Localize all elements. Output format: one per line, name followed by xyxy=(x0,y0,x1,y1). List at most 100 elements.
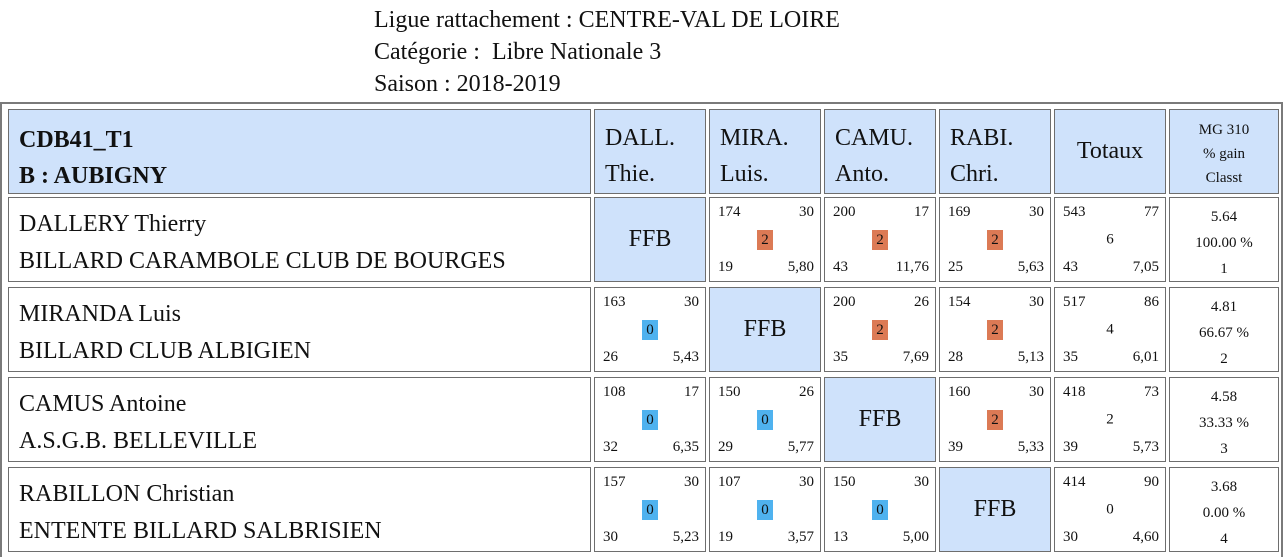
match-points: 150 xyxy=(718,384,741,400)
match-cell: 174 30 2 19 5,80 xyxy=(709,197,821,282)
rank-label: Classt xyxy=(1205,170,1243,186)
gain-value: 0.00 % xyxy=(1202,505,1246,521)
match-points: 160 xyxy=(948,384,971,400)
totals-cell: 414 90 0 30 4,60 xyxy=(1054,467,1166,552)
match-result-badge: 0 xyxy=(757,409,773,430)
match-distance: 17 xyxy=(914,204,929,220)
player-club: BILLARD CLUB ALBIGIEN xyxy=(19,338,311,364)
total-reprises: 43 xyxy=(1063,259,1078,275)
player-name: MIRANDA Luis xyxy=(19,301,182,327)
match-points: 200 xyxy=(833,294,856,310)
match-cell: 200 17 2 43 11,76 xyxy=(824,197,936,282)
player-name: CAMUS Antoine xyxy=(19,391,187,417)
category-title: Catégorie : Libre Nationale 3 xyxy=(374,39,662,65)
totals-cell: 517 86 4 35 6,01 xyxy=(1054,287,1166,372)
stats-cell: 3.68 0.00 % 4 xyxy=(1169,467,1279,552)
match-cell: 150 30 0 13 5,00 xyxy=(824,467,936,552)
total-points: 517 xyxy=(1063,294,1086,310)
match-reprises: 28 xyxy=(948,349,963,365)
mg-value: 4.81 xyxy=(1210,299,1238,315)
match-average: 5,23 xyxy=(672,529,699,545)
player-club: ENTENTE BILLARD SALBRISIEN xyxy=(19,518,382,544)
column-header-totaux: Totaux xyxy=(1054,109,1166,194)
match-cell: 163 30 0 26 5,43 xyxy=(594,287,706,372)
match-reprises: 29 xyxy=(718,439,733,455)
match-reprises: 35 xyxy=(833,349,848,365)
match-cell: 108 17 0 32 6,35 xyxy=(594,377,706,462)
match-average: 5,33 xyxy=(1017,439,1044,455)
match-average: 5,00 xyxy=(902,529,929,545)
totals-cell: 543 77 6 43 7,05 xyxy=(1054,197,1166,282)
match-average: 5,13 xyxy=(1017,349,1044,365)
match-distance: 26 xyxy=(914,294,929,310)
total-match-points: 0 xyxy=(1106,501,1114,517)
gain-value: 100.00 % xyxy=(1195,235,1253,251)
match-distance: 30 xyxy=(1029,384,1044,400)
match-result-badge: 0 xyxy=(642,499,658,520)
match-distance: 30 xyxy=(914,474,929,490)
team-name: B : AUBIGNY xyxy=(19,163,168,189)
total-points: 418 xyxy=(1063,384,1086,400)
best-serie: 77 xyxy=(1144,204,1159,220)
total-match-points: 4 xyxy=(1106,321,1114,337)
match-distance: 30 xyxy=(1029,294,1044,310)
rank-value: 1 xyxy=(1220,261,1228,277)
rank-value: 4 xyxy=(1220,531,1228,547)
totaux-label: Totaux xyxy=(1076,138,1144,164)
match-distance: 26 xyxy=(799,384,814,400)
match-distance: 30 xyxy=(799,204,814,220)
ffb-cell: FFB xyxy=(709,287,821,372)
match-points: 150 xyxy=(833,474,856,490)
mg-label: MG 310 xyxy=(1198,122,1250,138)
match-average: 5,77 xyxy=(787,439,814,455)
column-header-line2: Anto. xyxy=(835,161,889,187)
page-header: Ligue rattachement : CENTRE-VAL DE LOIRE… xyxy=(374,4,840,100)
match-reprises: 19 xyxy=(718,529,733,545)
gain-value: 66.67 % xyxy=(1199,325,1249,341)
column-header-line1: RABI. xyxy=(950,125,1014,151)
player-cell: RABILLON Christian ENTENTE BILLARD SALBRI… xyxy=(8,467,591,552)
column-header-line1: MIRA. xyxy=(720,125,789,151)
match-reprises: 32 xyxy=(603,439,618,455)
ffb-cell: FFB xyxy=(939,467,1051,552)
match-points: 157 xyxy=(603,474,626,490)
totals-cell: 418 73 2 39 5,73 xyxy=(1054,377,1166,462)
match-average: 7,69 xyxy=(902,349,929,365)
ffb-label: FFB xyxy=(628,226,672,252)
stats-cell: 4.81 66.67 % 2 xyxy=(1169,287,1279,372)
match-distance: 30 xyxy=(799,474,814,490)
mg-value: 3.68 xyxy=(1210,479,1238,495)
match-result-badge: 2 xyxy=(987,409,1003,430)
match-reprises: 30 xyxy=(603,529,618,545)
gain-label: % gain xyxy=(1202,146,1246,162)
match-reprises: 25 xyxy=(948,259,963,275)
player-club: A.S.G.B. BELLEVILLE xyxy=(19,428,257,454)
column-header-line2: Thie. xyxy=(605,161,655,187)
match-result-badge: 2 xyxy=(987,319,1003,340)
total-average: 4,60 xyxy=(1132,529,1159,545)
column-header-dall: DALL. Thie. xyxy=(594,109,706,194)
total-average: 5,73 xyxy=(1132,439,1159,455)
match-result-badge: 0 xyxy=(757,499,773,520)
total-reprises: 30 xyxy=(1063,529,1078,545)
match-cell: 157 30 0 30 5,23 xyxy=(594,467,706,552)
match-cell: 154 30 2 28 5,13 xyxy=(939,287,1051,372)
player-club: BILLARD CARAMBOLE CLUB DE BOURGES xyxy=(19,248,506,274)
ffb-label: FFB xyxy=(743,316,787,342)
match-cell: 169 30 2 25 5,63 xyxy=(939,197,1051,282)
match-average: 3,57 xyxy=(787,529,814,545)
team-header-cell: CDB41_T1 B : AUBIGNY xyxy=(8,109,591,194)
results-table: CDB41_T1 B : AUBIGNY DALL. Thie. MIRA. L… xyxy=(0,102,1283,557)
column-header-rabi: RABI. Chri. xyxy=(939,109,1051,194)
match-distance: 30 xyxy=(684,294,699,310)
mg-value: 4.58 xyxy=(1210,389,1238,405)
match-average: 6,35 xyxy=(672,439,699,455)
match-distance: 30 xyxy=(684,474,699,490)
total-match-points: 6 xyxy=(1106,231,1114,247)
match-result-badge: 2 xyxy=(757,229,773,250)
match-cell: 150 26 0 29 5,77 xyxy=(709,377,821,462)
best-serie: 90 xyxy=(1144,474,1159,490)
stats-cell: 4.58 33.33 % 3 xyxy=(1169,377,1279,462)
total-match-points: 2 xyxy=(1106,411,1114,427)
match-average: 11,76 xyxy=(895,259,929,275)
